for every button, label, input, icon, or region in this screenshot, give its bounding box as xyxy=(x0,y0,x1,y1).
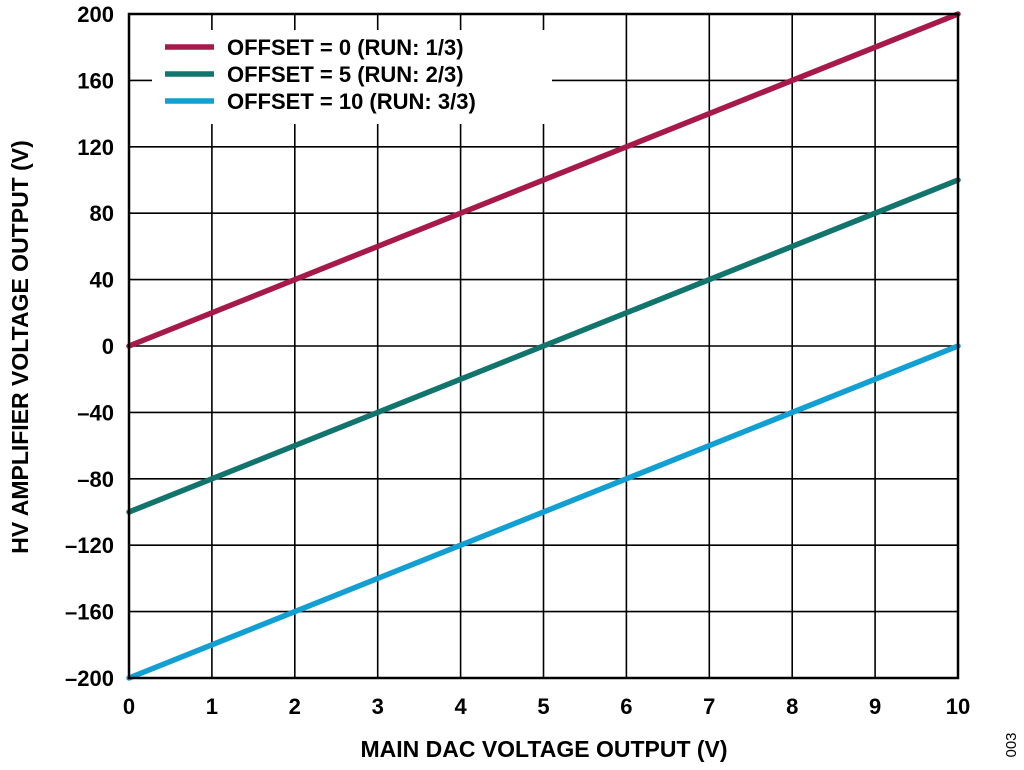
x-tick-label: 10 xyxy=(946,694,970,719)
y-tick-labels: 200 160 120 80 40 0 –40 –80 –120 –160 –200 xyxy=(65,2,114,691)
x-tick-label: 0 xyxy=(123,694,135,719)
y-axis-title: HV AMPLIFIER VOLTAGE OUTPUT (V) xyxy=(7,140,33,554)
series-line xyxy=(126,11,961,349)
legend-label: OFFSET = 5 (RUN: 2/3) xyxy=(227,62,464,87)
x-tick-label: 5 xyxy=(537,694,549,719)
y-tick-label: 0 xyxy=(102,334,114,359)
series-line xyxy=(126,177,961,515)
y-tick-label: –120 xyxy=(65,533,114,558)
series-line xyxy=(126,343,961,681)
y-tick-label: –40 xyxy=(77,400,114,425)
x-tick-label: 8 xyxy=(786,694,798,719)
x-axis-title: MAIN DAC VOLTAGE OUTPUT (V) xyxy=(360,736,727,762)
x-tick-label: 3 xyxy=(372,694,384,719)
y-tick-label: 40 xyxy=(90,268,114,293)
legend-label: OFFSET = 10 (RUN: 3/3) xyxy=(227,89,476,114)
legend: OFFSET = 0 (RUN: 1/3)OFFSET = 5 (RUN: 2/… xyxy=(152,30,552,124)
x-tick-label: 6 xyxy=(620,694,632,719)
x-tick-labels: 0 1 2 3 4 5 6 7 8 9 10 xyxy=(123,694,970,719)
series-layer xyxy=(126,11,961,681)
figure-id: 003 xyxy=(1003,732,1020,757)
y-tick-label: 80 xyxy=(90,201,114,226)
x-tick-label: 1 xyxy=(206,694,218,719)
y-tick-label: –80 xyxy=(77,467,114,492)
x-tick-label: 9 xyxy=(869,694,881,719)
x-tick-label: 2 xyxy=(289,694,301,719)
legend-background xyxy=(152,30,552,124)
y-tick-label: 160 xyxy=(77,68,114,93)
y-tick-label: 200 xyxy=(77,2,114,27)
x-tick-label: 7 xyxy=(703,694,715,719)
legend-label: OFFSET = 0 (RUN: 1/3) xyxy=(227,35,464,60)
y-tick-label: –160 xyxy=(65,600,114,625)
y-tick-label: 120 xyxy=(77,135,114,160)
plot-frame xyxy=(127,12,960,680)
y-tick-label: –200 xyxy=(65,666,114,691)
x-tick-label: 4 xyxy=(454,694,467,719)
